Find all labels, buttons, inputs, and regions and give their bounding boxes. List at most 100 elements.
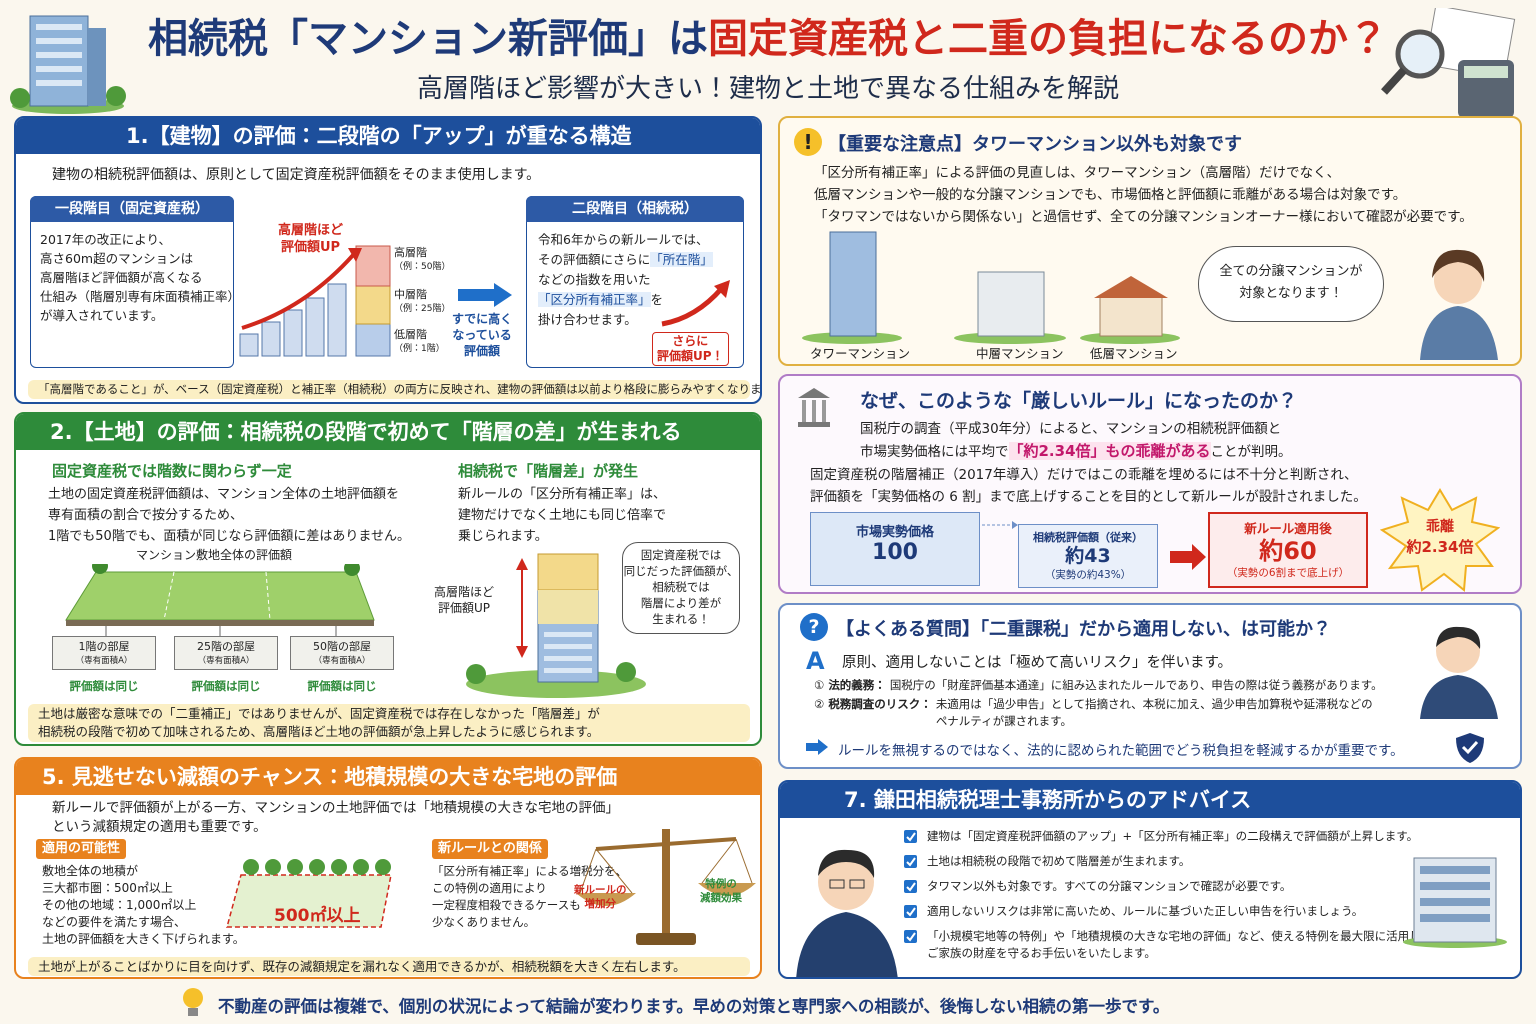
text: を <box>650 292 664 307</box>
shape <box>92 564 108 574</box>
text-line: さらに <box>672 334 709 348</box>
text-line: 相続税では <box>652 580 710 594</box>
item-label: 法的義務： <box>828 678 886 692</box>
heading: 【よくある質問】「二重課税」だから適用しない、は可能か？ <box>836 619 1331 640</box>
shape <box>36 24 82 30</box>
section-heading: 7. 鎌田相続税理士事務所からのアドバイス <box>780 782 1520 818</box>
icon: ? <box>800 613 828 641</box>
body: 「区分所有補正率」による評価の見直しは、タワーマンション（高層階）だけでなく、低… <box>814 162 1473 228</box>
chart-label: 高層階ほど 評価額UP <box>278 222 343 256</box>
shape <box>798 388 830 398</box>
text-line: その他の地域：1,000㎡以上 <box>42 898 197 912</box>
shape <box>353 859 369 875</box>
buildings-illustration <box>802 231 1180 344</box>
advice-item: タワマン以外も対象です。すべての分譲マンションで確認が必要です。 <box>904 878 1432 895</box>
shape <box>1395 29 1445 79</box>
text-line: 固定資産税では <box>640 548 722 562</box>
calculator-illustration <box>1381 8 1516 118</box>
text-line: などの指数を用いた <box>538 272 651 287</box>
text-line: 「タワマンではないから関係ない」と過信せず、全ての分譲マンションオーナー様におい… <box>814 209 1473 225</box>
gap-title: 乖離 <box>1426 519 1454 535</box>
checkbox <box>904 855 917 868</box>
shape <box>375 859 391 875</box>
text-line: 土地は厳密な意味での「二重補正」ではありませんが、固定資産税では存在しなかった「… <box>38 706 600 721</box>
building-label: タワーマンション <box>810 346 911 361</box>
text-line: 評価額UP <box>437 601 491 615</box>
shape <box>1380 488 1500 592</box>
check-mark <box>906 907 916 917</box>
floor-example: （例：25階） <box>394 304 451 314</box>
shape <box>466 664 486 684</box>
arrow-text: すでに高く なっている 評価額 <box>452 311 512 359</box>
text-line: 掛け合わせます。 <box>538 312 637 327</box>
building-icon <box>798 388 830 427</box>
shape <box>348 248 362 262</box>
shape <box>1420 914 1490 922</box>
text-line: 適用しないリスクは非常に高いため、ルールに基づいた正しい申告を行いましょう。 <box>927 904 1364 918</box>
text-line: 新ルールの「区分所有補正率」は、 <box>458 487 667 502</box>
floor-example: （例：50階） <box>394 262 451 272</box>
text-line: ご家族の財産を守るお手伝いをいたします。 <box>927 946 1156 960</box>
building-label: 中層マンション <box>976 346 1064 361</box>
floor-example: （例：1階） <box>394 344 445 354</box>
shape <box>661 286 724 327</box>
shape <box>802 400 806 422</box>
body: 「区分所有補正率」による増税分を、 この特例の適用により 一定程度相殺できるケースも… <box>432 863 627 931</box>
text-line: 低層マンションや一般的な分譲マンションでも、市場価格と評価額に乖離がある場合は対… <box>814 187 1407 203</box>
check-path <box>906 832 916 842</box>
item-label: 税務調査のリスク： <box>828 697 932 711</box>
footer-text: 不動産の評価は複雑で、個別の状況によって結論が変わります。早めの対策と専門家への… <box>218 997 1170 1016</box>
room-box: 1階の部屋 （専有面積A） <box>52 636 156 670</box>
text: 市場実勢価格には平均で <box>860 444 1009 460</box>
text-line: 1階でも50階でも、面積が同じなら評価額に差はありません。 <box>48 529 411 544</box>
highlight: 「区分所有補正率」 <box>538 292 651 307</box>
shape <box>516 558 528 570</box>
advice-text: 「小規模宅地等の特例」や「地積規模の大きな宅地の評価」など、使える特例を最大限に… <box>927 928 1432 962</box>
title: 相続税「マンション新評価」は固定資産税と二重の負担になるのか？ <box>0 14 1536 64</box>
text-line: 相続税の段階で初めて加味されるため、高層階ほど土地の評価額が急上昇したように感じ… <box>38 724 600 739</box>
gap-value: 約2.34倍 <box>1406 538 1474 556</box>
note: 土地が上がることばかりに目を向けず、既存の減額規定を漏れなく適用できるかが、相続… <box>28 957 750 976</box>
shape <box>66 620 374 626</box>
heading: 【重要な注意点】タワーマンション以外も対象です <box>828 134 1242 155</box>
gap-label: 乖離約2.34倍 <box>1380 516 1500 557</box>
box-value: 約43 <box>1065 545 1111 567</box>
tag: 新ルールとの関係 <box>432 839 548 859</box>
shape <box>544 644 592 649</box>
shape <box>537 553 599 591</box>
speech-bubble: 固定資産税では 同じだった評価額が、 相続税では 階層により差が 生まれる！ <box>622 542 740 634</box>
box-label: 相続税評価額（従来） <box>1033 531 1143 544</box>
person-illustration <box>1420 626 1498 719</box>
shape <box>355 245 391 287</box>
text-line: 同じだった評価額が、 <box>623 564 739 578</box>
shape <box>287 859 303 875</box>
speech-bubble: 全ての分譲マンションが 対象となります！ <box>1198 246 1384 322</box>
text-line: 新ルールの <box>574 884 627 896</box>
checkbox <box>904 905 917 918</box>
checkbox <box>904 880 917 893</box>
title-accent: 固定資産税と二重の負担になるのか？ <box>708 16 1388 62</box>
shape <box>305 297 325 357</box>
building-label: 低層マンション <box>1090 346 1178 361</box>
text-line: 未適用は「過少申告」として指摘され、本税に加え、過少申告加算税や延滞税などの <box>935 697 1373 711</box>
room-note: 評価額は同じ <box>307 679 377 693</box>
shape <box>576 893 636 906</box>
section-reduction: 5. 見逃せない減額のチャンス：地積規模の大きな宅地の評価 新ルールで評価額が上… <box>14 757 762 979</box>
shape <box>331 859 347 875</box>
tower-illustration <box>466 553 646 698</box>
subtitle: 高層階ほど影響が大きい！建物と土地で異なる仕組みを解説 <box>416 74 1119 104</box>
highlight: 「約2.34倍」もの乖離がある <box>1008 442 1211 460</box>
advice-list: 建物は「固定資産税評価額のアップ」+「区分所有補正率」の二段構えで評価額が上昇し… <box>904 828 1432 962</box>
note: 土地は厳密な意味での「二重補正」ではありませんが、固定資産税では存在しなかった「… <box>28 704 750 742</box>
check-path <box>906 907 916 917</box>
up-arrow <box>661 280 730 327</box>
text-line: 国税庁の「財産評価基本通達」に組み込まれたルールであり、申告の際は従う義務があり… <box>889 678 1383 692</box>
shape <box>163 571 175 621</box>
section-faq: ? 【よくある質問】「二重課税」だから適用しない、は可能か？ A 原則、適用しな… <box>778 603 1522 769</box>
shape <box>1432 249 1485 282</box>
shape <box>829 231 877 337</box>
advice-item: 適用しないリスクは非常に高いため、ルールに基づいた正しい申告を行いましょう。 <box>904 903 1432 920</box>
shape <box>309 859 325 875</box>
shape <box>1420 675 1498 719</box>
shape <box>10 88 30 108</box>
